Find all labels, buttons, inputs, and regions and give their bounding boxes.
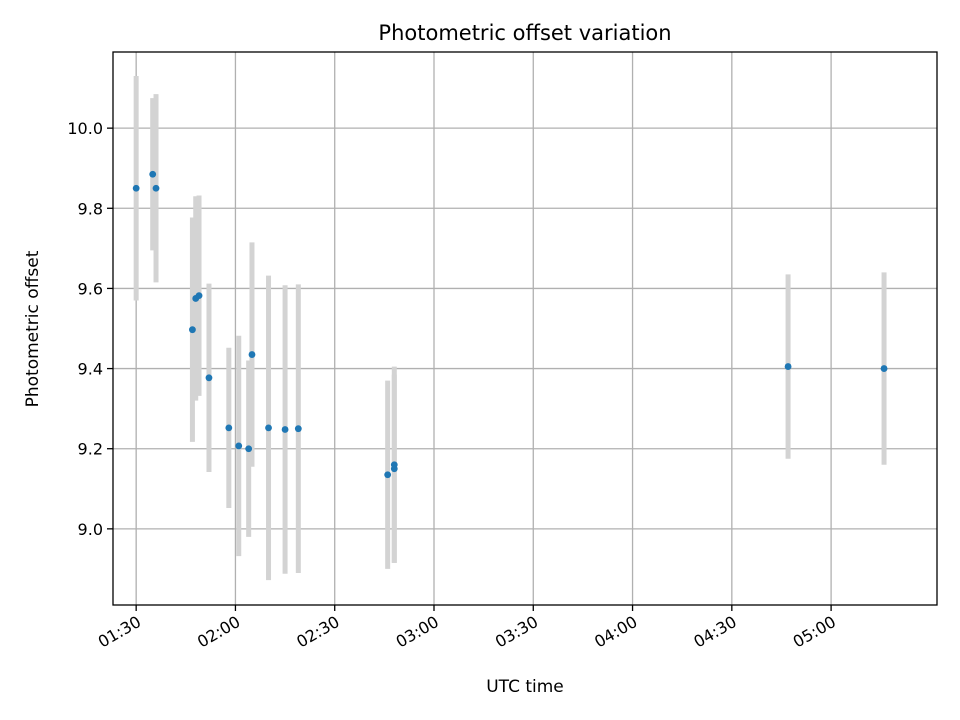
data-point [880,365,888,372]
data-point [225,424,233,432]
data-point [294,425,302,433]
data-point [390,465,398,473]
x-axis-label: UTC time [486,677,564,697]
y-tick-label: 10.0 [67,119,103,138]
y-axis-label: Photometric offset [23,250,43,407]
y-tick-label: 9.2 [78,440,103,459]
y-tick-label: 9.0 [78,520,103,539]
chart-title: Photometric offset variation [378,21,671,45]
data-point [132,184,140,192]
data-point [784,363,792,370]
data-point [149,170,157,178]
y-tick-label: 9.4 [78,360,103,379]
y-tick-label: 9.6 [78,279,103,298]
data-point [195,292,203,300]
data-point [205,374,213,382]
y-axis-ticks: 9.0 9.2 9.4 9.6 9.8 10.0 [67,119,113,539]
y-tick-label: 9.8 [78,199,103,218]
data-point [384,471,392,479]
data-point [265,424,272,432]
data-point [281,426,289,433]
data-point [245,445,253,453]
data-point [248,351,256,358]
data-point [235,442,243,450]
plot-frame [112,51,938,606]
data-point [189,326,196,334]
data-point [152,184,160,192]
data-points [132,170,888,479]
